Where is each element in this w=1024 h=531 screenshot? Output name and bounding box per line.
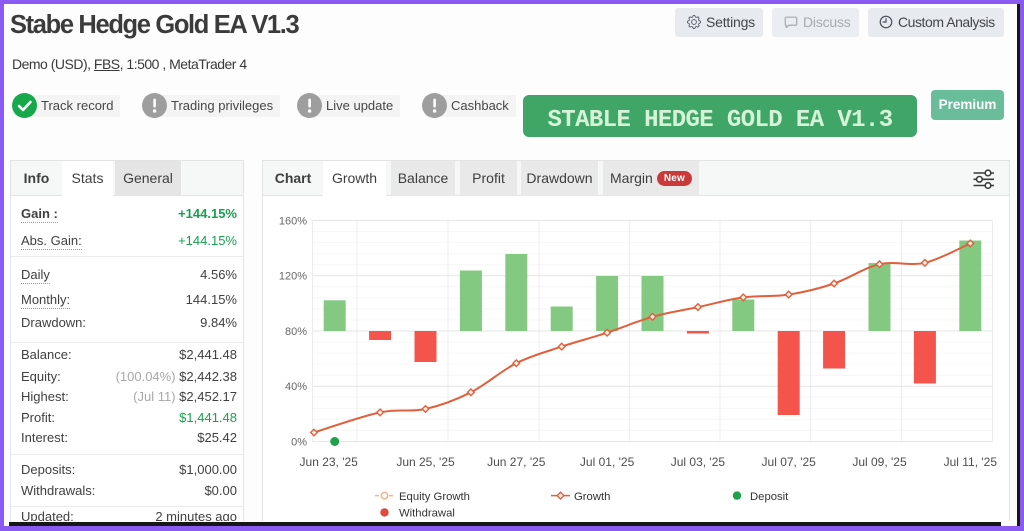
svg-text:Jul 11, '25: Jul 11, '25: [944, 455, 998, 469]
svg-text:160%: 160%: [279, 215, 307, 227]
svg-text:Jul 07, '25: Jul 07, '25: [762, 455, 817, 469]
svg-text:Growth: Growth: [574, 491, 610, 503]
svg-text:0%: 0%: [291, 436, 307, 448]
svg-text:Jul 01, '25: Jul 01, '25: [580, 455, 635, 469]
svg-text:40%: 40%: [285, 381, 307, 393]
svg-text:Jun 23, '25: Jun 23, '25: [300, 455, 359, 469]
svg-text:Deposit: Deposit: [750, 491, 789, 503]
svg-text:120%: 120%: [279, 271, 307, 283]
svg-text:Jun 27, '25: Jun 27, '25: [487, 455, 546, 469]
svg-text:Jun 25, '25: Jun 25, '25: [396, 455, 455, 469]
svg-text:Jul 09, '25: Jul 09, '25: [852, 455, 907, 469]
svg-text:Withdrawal: Withdrawal: [399, 508, 455, 520]
svg-text:80%: 80%: [285, 326, 307, 338]
svg-text:Equity Growth: Equity Growth: [399, 491, 470, 503]
svg-text:Jul 03, '25: Jul 03, '25: [671, 455, 726, 469]
